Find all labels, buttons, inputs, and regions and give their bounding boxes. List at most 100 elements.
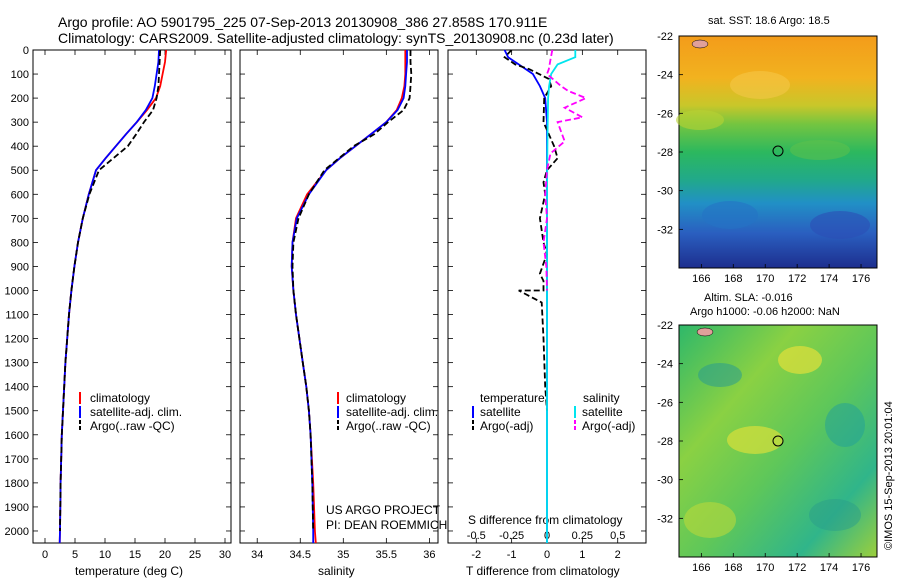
- salinity-x-label: salinity: [318, 564, 355, 578]
- temperature-panel-frame: [32, 49, 232, 544]
- series-line-climatology: [58, 49, 168, 544]
- credit-pi: PI: DEAN ROEMMICH: [326, 518, 447, 532]
- lon-tick-label: 174: [820, 273, 838, 285]
- lat-tick-label: -26: [657, 397, 673, 409]
- x-tick-label: -0.25: [499, 530, 524, 542]
- s-difference-x-axis: -0.5 -0.25 0 0.25 0.5: [467, 530, 626, 542]
- x-tick-label: -1: [507, 549, 517, 561]
- sst-map-title: sat. SST: 18.6 Argo: 18.5: [708, 15, 830, 27]
- legend-title-temperature: temperature: [480, 391, 545, 405]
- lat-tick-label: -22: [657, 31, 673, 43]
- lat-tick-label: -32: [657, 224, 673, 236]
- lon-tick-label: 174: [820, 562, 838, 574]
- lon-tick-label: 166: [692, 562, 710, 574]
- lat-tick-label: -22: [657, 320, 673, 332]
- legend-label-t-argo: Argo(-adj): [480, 419, 533, 433]
- depth-tick-label: 1900: [5, 502, 29, 514]
- lon-tick-label: 168: [724, 273, 742, 285]
- depth-tick-label: 1500: [5, 406, 29, 418]
- legend-label-climatology: climatology: [90, 391, 150, 405]
- x-tick-label: 15: [129, 549, 141, 561]
- x-tick-label: 1: [579, 549, 585, 561]
- series-line-salinity-argo-adj: [542, 49, 589, 291]
- series-line-climatology: [290, 50, 407, 544]
- x-tick-label: 0.25: [572, 530, 593, 542]
- salinity-panel-frame: [239, 49, 439, 544]
- series-line-salinity-satellite: [546, 50, 577, 543]
- legend-label-climatology: climatology: [346, 391, 406, 405]
- imos-timestamp: ©IMOS 15-Sep-2013 20:01:04: [883, 401, 895, 550]
- legend-label-s-satellite: satellite: [582, 405, 623, 419]
- lat-tick-label: -24: [657, 359, 673, 371]
- depth-tick-label: 100: [11, 69, 29, 81]
- x-tick-label: 34: [251, 549, 263, 561]
- depth-tick-label: 0: [23, 45, 29, 57]
- legend-label-t-satellite: satellite: [480, 405, 521, 419]
- x-tick-label: 34.5: [290, 549, 311, 561]
- legend-title-salinity: salinity: [583, 391, 620, 405]
- depth-tick-label: 800: [11, 237, 29, 249]
- depth-tick-label: 500: [11, 165, 29, 177]
- depth-axis: 0 100 200 300 400 500 600 700 800 900 1000 1100 1200…: [5, 45, 646, 538]
- lon-tick-label: 170: [756, 273, 774, 285]
- lon-tick-label: 168: [724, 562, 742, 574]
- depth-tick-label: 1000: [5, 285, 29, 297]
- series-line-argo-raw-qc: [59, 49, 162, 532]
- series-line-argo-adj: [503, 49, 559, 411]
- legend-label-satellite: satellite-adj. clim.: [90, 405, 182, 419]
- lat-tick-label: -28: [657, 436, 673, 448]
- x-tick-label: 25: [189, 549, 201, 561]
- lon-tick-label: 176: [852, 273, 870, 285]
- t-difference-x-axis: -2 -1 0 1 2: [471, 50, 621, 561]
- x-tick-label: 36: [423, 549, 435, 561]
- sst-float-marker: [772, 145, 784, 157]
- t-difference-x-label: T difference from climatology: [466, 564, 620, 578]
- depth-tick-label: 700: [11, 213, 29, 225]
- x-tick-label: 35: [337, 549, 349, 561]
- s-difference-label: S difference from climatology: [468, 513, 623, 527]
- lat-tick-label: -30: [657, 186, 673, 198]
- x-tick-label: -0.5: [467, 530, 486, 542]
- lat-tick-label: -24: [657, 70, 673, 82]
- difference-legend: temperature salinity satellite Argo(-adj…: [472, 391, 635, 433]
- sst-lon-axis: 166 168 170 172 174 176: [692, 264, 870, 285]
- series-line-satellite-adj-clim: [58, 49, 160, 544]
- lon-tick-label: 176: [852, 562, 870, 574]
- series-line-satellite-adj-clim: [290, 50, 408, 543]
- lon-tick-label: 170: [756, 562, 774, 574]
- lat-tick-label: -28: [657, 147, 673, 159]
- lon-tick-label: 166: [692, 273, 710, 285]
- lat-tick-label: -26: [657, 108, 673, 120]
- x-tick-label: 5: [72, 549, 78, 561]
- x-tick-label: 35.5: [376, 549, 397, 561]
- depth-tick-label: 600: [11, 189, 29, 201]
- sla-map-texture: [684, 327, 865, 538]
- depth-tick-label: 1700: [5, 454, 29, 466]
- lat-tick-label: -32: [657, 513, 673, 525]
- lon-tick-label: 172: [788, 273, 806, 285]
- header-line2: Climatology: CARS2009. Satellite-adjuste…: [58, 30, 614, 46]
- depth-tick-label: 200: [11, 93, 29, 105]
- x-tick-label: 0: [544, 549, 550, 561]
- temperature-series: [58, 49, 168, 544]
- lat-tick-label: -30: [657, 475, 673, 487]
- legend-label-s-argo: Argo(-adj): [582, 419, 635, 433]
- x-tick-label: 0: [42, 549, 48, 561]
- header-line1: Argo profile: AO 5901795_225 07-Sep-2013…: [58, 14, 547, 30]
- depth-tick-label: 1200: [5, 334, 29, 346]
- legend-label-argo: Argo(..raw -QC): [346, 419, 431, 433]
- salinity-series: [290, 50, 413, 544]
- credit-project: US ARGO PROJECT: [326, 503, 441, 517]
- salinity-x-axis: 34 34.5 35 35.5 36: [251, 50, 436, 561]
- x-tick-label: 0.5: [610, 530, 625, 542]
- x-tick-label: -2: [471, 549, 481, 561]
- depth-tick-label: 1600: [5, 430, 29, 442]
- sla-map-title2: Argo h1000: -0.06 h2000: NaN: [690, 306, 840, 318]
- depth-tick-label: 400: [11, 141, 29, 153]
- sla-lat-axis: -22 -24 -26 -28 -30 -32: [657, 320, 683, 525]
- temperature-x-axis: 0 5 10 15 20 25 30: [42, 50, 231, 561]
- sla-map-title1: Altim. SLA: -0.016: [704, 292, 793, 304]
- sla-float-marker: [772, 435, 784, 447]
- difference-series: [503, 49, 589, 543]
